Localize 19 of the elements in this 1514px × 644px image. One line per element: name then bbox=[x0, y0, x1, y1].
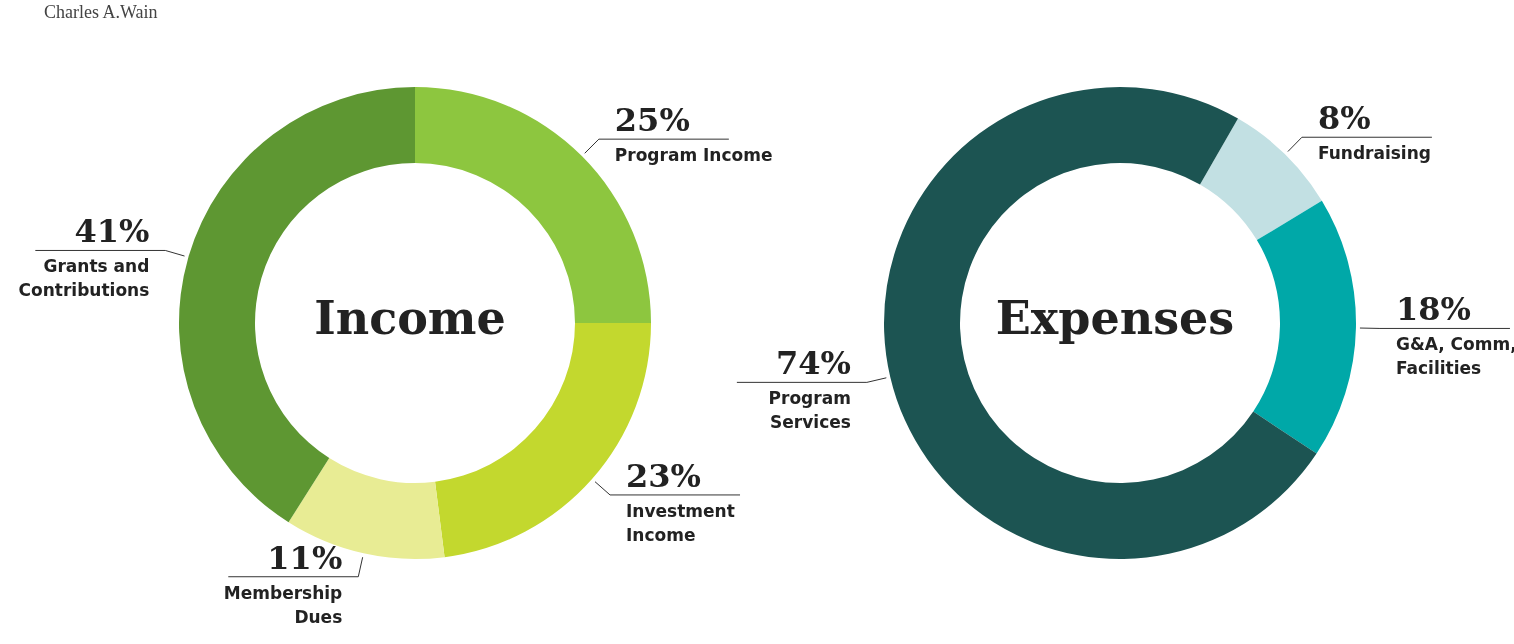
donut-slice bbox=[884, 87, 1317, 559]
text: Expenses bbox=[995, 291, 1235, 345]
text: Income bbox=[314, 291, 506, 345]
data-label: 41% bbox=[74, 212, 150, 251]
data-label: 8% bbox=[1317, 99, 1371, 138]
slice-label: Membership Dues bbox=[223, 582, 343, 627]
slice-label: Investment Income bbox=[626, 500, 735, 545]
slice-label: G&A, Comm, Facilities bbox=[1395, 334, 1514, 379]
data-label: 18% bbox=[1395, 290, 1471, 329]
data-label: 11% bbox=[267, 538, 343, 577]
data-label: 23% bbox=[626, 456, 701, 495]
data-label: 25% bbox=[614, 101, 690, 140]
text: Charles A.Wain bbox=[44, 2, 158, 23]
data-label: 74% bbox=[775, 344, 851, 383]
slice-label: Fundraising bbox=[1317, 143, 1431, 164]
donut-slice bbox=[1253, 200, 1356, 454]
slice-label: Grants and Contributions bbox=[18, 256, 150, 301]
slice-label: Program Income bbox=[614, 145, 773, 166]
slice-label: Program Services bbox=[768, 388, 851, 433]
